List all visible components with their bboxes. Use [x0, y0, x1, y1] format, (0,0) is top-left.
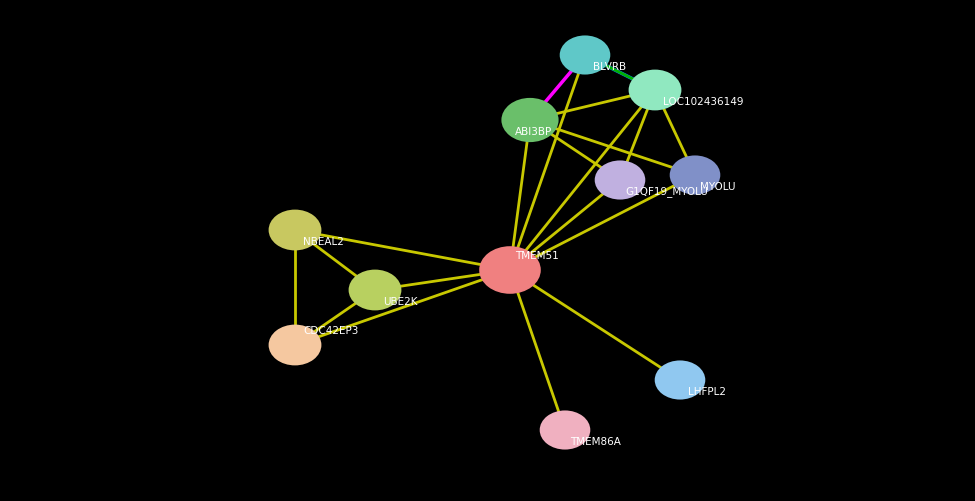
Text: NBEAL2: NBEAL2 — [303, 237, 344, 247]
Text: LOC102436149: LOC102436149 — [663, 97, 744, 107]
Ellipse shape — [629, 70, 682, 110]
Ellipse shape — [540, 410, 590, 449]
Ellipse shape — [670, 155, 721, 194]
Ellipse shape — [560, 36, 610, 75]
Text: CDC42EP3: CDC42EP3 — [303, 326, 359, 336]
Ellipse shape — [268, 209, 322, 250]
Ellipse shape — [501, 98, 559, 142]
Text: TMEM51: TMEM51 — [515, 251, 559, 261]
Ellipse shape — [349, 270, 402, 311]
Text: G1QF19_MYOLU: G1QF19_MYOLU — [625, 186, 708, 197]
Ellipse shape — [479, 246, 541, 294]
Text: MYOLU: MYOLU — [700, 182, 735, 192]
Text: BLVRB: BLVRB — [593, 62, 626, 72]
Text: LHFPL2: LHFPL2 — [688, 387, 726, 397]
Text: UBE2K: UBE2K — [383, 297, 417, 307]
Ellipse shape — [595, 160, 645, 199]
Text: ABI3BP: ABI3BP — [515, 127, 552, 137]
Text: TMEM86A: TMEM86A — [570, 437, 621, 447]
Ellipse shape — [654, 360, 705, 400]
Ellipse shape — [268, 325, 322, 365]
